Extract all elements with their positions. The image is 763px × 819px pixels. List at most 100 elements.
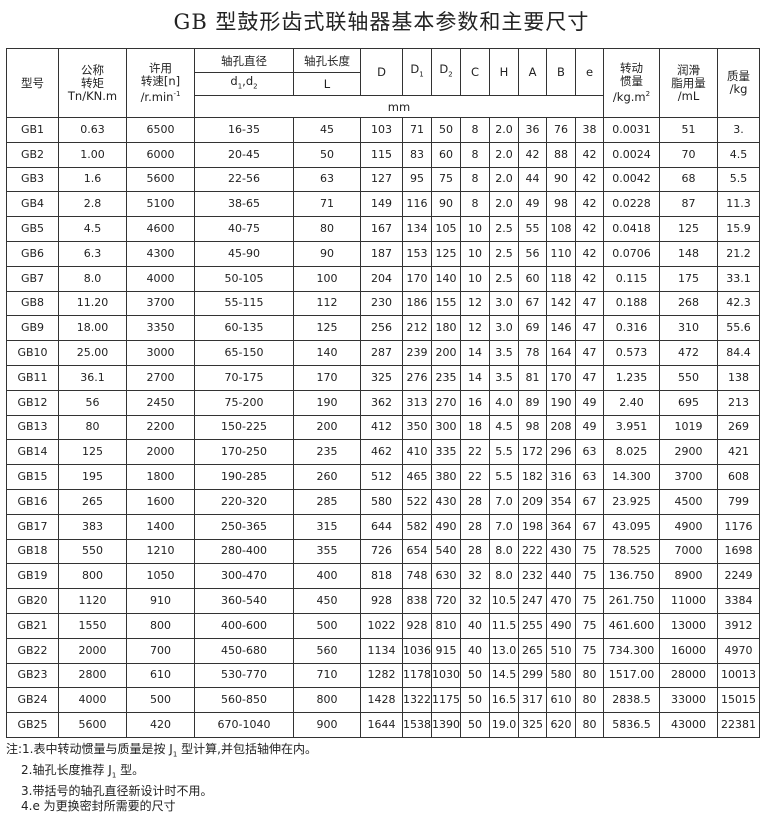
table-cell: 90 — [293, 240, 361, 267]
table-cell: 170 — [402, 265, 432, 292]
table-cell: 7.0 — [489, 488, 519, 515]
table-cell: 230 — [360, 290, 403, 317]
table-cell: 472 — [659, 340, 718, 366]
table-cell: 232 — [518, 563, 547, 590]
table-cell: 462 — [360, 439, 403, 466]
table-cell: 5600 — [58, 712, 127, 738]
table-row: GB11 36.1 2700 70-175 170 325 276 235 14 3.5 81 170… — [6, 364, 760, 391]
table-cell: 150-225 — [194, 414, 294, 441]
table-cell: 335 — [431, 439, 461, 466]
table-cell: 212 — [402, 315, 432, 342]
table-cell: 10 — [460, 265, 490, 292]
table-cell: 500 — [126, 687, 195, 714]
table-cell: 810 — [431, 612, 461, 639]
table-cell: 42 — [575, 265, 604, 292]
table-cell: 695 — [659, 389, 718, 416]
table-cell: 0.316 — [603, 315, 660, 342]
table-cell: 38-65 — [194, 191, 294, 218]
header-H: H — [489, 48, 519, 96]
table-cell: 0.0024 — [603, 141, 660, 168]
table-cell: 180 — [431, 315, 461, 342]
table-cell: 4.0 — [489, 389, 519, 416]
table-cell: 239 — [402, 340, 432, 366]
table-cell: 720 — [431, 588, 461, 614]
table-cell: 190 — [293, 389, 361, 416]
table-cell: 68 — [659, 166, 718, 193]
table-cell: 149 — [360, 191, 403, 218]
table-cell: 0.188 — [603, 290, 660, 317]
note-1: 注:1.表中转动惯量与质量是按 J1 型计算,并包括轴伸在内。 — [6, 742, 317, 759]
header-mass: 质量/kg — [717, 48, 760, 118]
table-row: GB14 125 2000 170-250 235 462 410 335 22 5.5 172 29… — [6, 439, 760, 466]
table-cell: 540 — [431, 538, 461, 565]
table-cell: 47 — [575, 340, 604, 366]
table-cell: GB17 — [6, 513, 59, 540]
table-cell: 190-285 — [194, 464, 294, 490]
table-cell: 10 — [460, 240, 490, 267]
table-cell: 1175 — [431, 687, 461, 714]
table-cell: 170 — [293, 364, 361, 391]
table-cell: 4900 — [659, 513, 718, 540]
table-cell: 500 — [293, 612, 361, 639]
table-cell: 65-150 — [194, 340, 294, 366]
table-cell: 3. — [717, 117, 760, 143]
table-cell: 6.3 — [58, 240, 127, 267]
table-cell: GB2 — [6, 141, 59, 168]
table-cell: 1698 — [717, 538, 760, 565]
header-C: C — [460, 48, 490, 96]
table-cell: 2.0 — [489, 117, 519, 143]
table-cell: 1282 — [360, 662, 403, 689]
table-cell: 15015 — [717, 687, 760, 714]
table-cell: GB1 — [6, 117, 59, 143]
table-cell: 2000 — [126, 439, 195, 466]
table-cell: 317 — [518, 687, 547, 714]
table-cell: 360-540 — [194, 588, 294, 614]
table-cell: 0.0031 — [603, 117, 660, 143]
header-B: B — [546, 48, 576, 96]
table-cell: 3700 — [659, 464, 718, 490]
table-cell: 450 — [293, 588, 361, 614]
table-cell: 127 — [360, 166, 403, 193]
table-cell: 2249 — [717, 563, 760, 590]
table-cell: 63 — [575, 439, 604, 466]
table-cell: 2.5 — [489, 240, 519, 267]
table-cell: 2800 — [58, 662, 127, 689]
header-inertia: 转动 惯量/kg.m2 — [603, 48, 660, 118]
table-cell: GB18 — [6, 538, 59, 565]
table-cell: 412 — [360, 414, 403, 441]
table-cell: GB11 — [6, 364, 59, 391]
table-cell: 78.525 — [603, 538, 660, 565]
table-row: GB24 4000 500 560-850 800 1428 1322 1175 50 16.5 3… — [6, 687, 760, 714]
table-cell: 3384 — [717, 588, 760, 614]
table-cell: 38 — [575, 117, 604, 143]
table-cell: 800 — [58, 563, 127, 590]
table-cell: 50 — [431, 117, 461, 143]
table-cell: 670-1040 — [194, 712, 294, 738]
table-cell: 430 — [431, 488, 461, 515]
table-cell: 4.5 — [717, 141, 760, 168]
table-cell: 265 — [518, 637, 547, 664]
table-cell: 1.235 — [603, 364, 660, 391]
table-cell: 3.0 — [489, 290, 519, 317]
table-cell: 610 — [126, 662, 195, 689]
table-cell: 3350 — [126, 315, 195, 342]
table-cell: 16-35 — [194, 117, 294, 143]
table-cell: 67 — [575, 488, 604, 515]
table-cell: 42.3 — [717, 290, 760, 317]
table-cell: 0.0418 — [603, 216, 660, 242]
table-cell: 2.0 — [489, 166, 519, 193]
table-row: GB13 80 2200 150-225 200 412 350 300 18 4.5 98 208 4… — [6, 414, 760, 441]
table-cell: 4600 — [126, 216, 195, 242]
table-row: GB25 5600 420 670-1040 900 1644 1538 1390 50 19.0… — [6, 712, 760, 738]
table-body: GB1 0.63 6500 16-35 45 103 71 50 8 2.0 36 76 38 0.003… — [6, 117, 760, 738]
table-cell: 187 — [360, 240, 403, 267]
table-cell: 580 — [360, 488, 403, 515]
table-cell: 247 — [518, 588, 547, 614]
header-unit-mm: mm — [194, 95, 604, 118]
table-cell: 654 — [402, 538, 432, 565]
table-cell: 98 — [518, 414, 547, 441]
table-cell: 67 — [575, 513, 604, 540]
table-cell: 354 — [546, 488, 576, 515]
table-row: GB4 2.8 5100 38-65 71 149 116 90 8 2.0 49 98 42 0.022… — [6, 191, 760, 218]
table-cell: 5836.5 — [603, 712, 660, 738]
